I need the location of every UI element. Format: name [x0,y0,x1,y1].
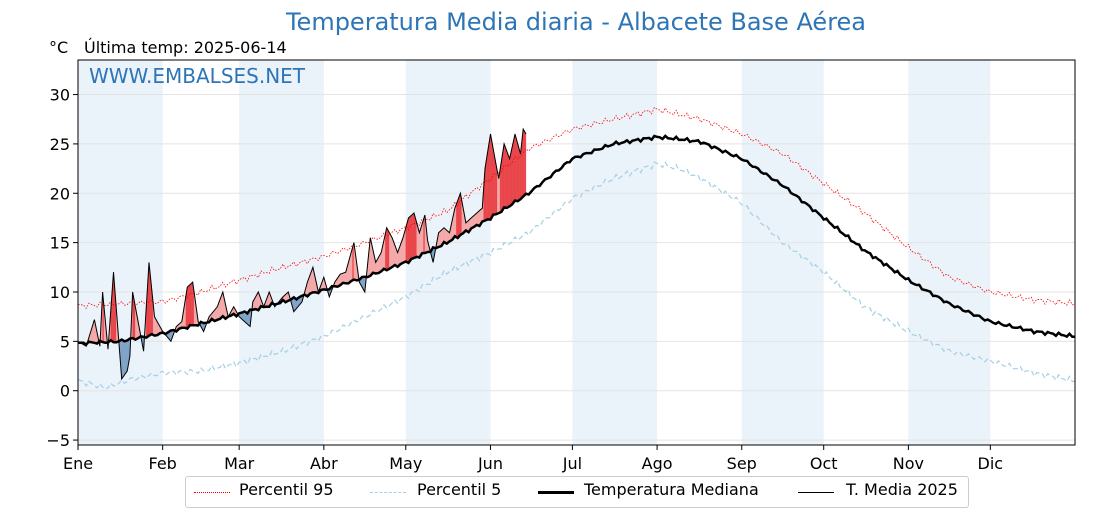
anomaly-fill [454,204,457,239]
anomaly-fill [493,148,495,217]
anomaly-fill [409,215,412,261]
last-temp-label: Última temp: 2025-06-14 [84,38,287,57]
anomaly-fill [516,138,518,202]
y-tick-label: 15 [50,234,70,253]
anomaly-fill [412,212,415,260]
anomaly-fill [189,283,192,327]
anomaly-fill [439,229,442,247]
y-tick-label: 25 [50,135,70,154]
anomaly-fill [514,133,517,203]
x-tick-label: Mar [224,454,255,473]
anomaly-fill [406,217,409,262]
anomaly-fill [423,214,426,255]
anomaly-fill [390,234,393,269]
anomaly-fill [122,340,125,378]
x-tick-label: Jul [562,454,582,473]
anomaly-fill [508,154,510,207]
anomaly-fill [510,146,513,206]
month-band [741,60,824,445]
series-percentil-95 [77,106,1076,310]
anomaly-fill [387,229,390,270]
anomaly-fill [125,339,128,374]
y-tick-label: 5 [60,332,70,351]
legend-current-label: T. Media 2025 [846,480,958,499]
x-tick-label: Ago [642,454,673,473]
month-band [572,60,658,445]
legend-p95-swatch [194,492,230,493]
series-percentil-5 [77,161,1075,390]
anomaly-fill [124,339,126,376]
anomaly-fill [386,227,389,270]
anomaly-fill [488,134,491,219]
y-unit-label: °C [49,38,69,57]
month-band [908,60,991,445]
anomaly-fill [524,130,527,197]
series-t-media-2025 [77,127,527,381]
anomaly-fill [408,216,411,262]
x-tick-label: Oct [810,454,838,473]
anomaly-fill [121,340,124,380]
legend-current-swatch [798,492,834,493]
anomaly-fill [513,134,516,204]
plot-frame [77,59,1076,446]
x-tick-label: Feb [149,454,177,473]
anomaly-fill [458,193,461,236]
anomaly-fill [389,232,391,269]
x-tick-label: Dic [978,454,1004,473]
y-tick-label: 10 [50,283,70,302]
anomaly-fill [506,151,509,208]
x-tick-label: May [389,454,422,473]
y-tick-label: 20 [50,184,70,203]
anomaly-fill [446,229,449,243]
anomaly-fill [413,212,416,259]
legend-median-label: Temperatura Mediana [584,480,759,499]
x-tick-label: Abr [310,454,338,473]
anomaly-fill [456,200,458,238]
anomaly-fill [411,213,413,260]
anomaly-fill [509,152,512,206]
y-tick-label: 30 [50,86,70,105]
anomaly-fill [491,141,494,218]
legend-median-swatch [538,491,574,494]
legend-p5-swatch [370,492,406,493]
anomaly-fill [187,285,189,328]
x-tick-label: Jun [477,454,503,473]
series-temperatura-mediana [78,134,1075,347]
legend: Percentil 95 Percentil 5 Temperatura Med… [185,476,969,508]
anomaly-fill [517,143,520,201]
x-tick-label: Sep [727,454,757,473]
anomaly-fill [503,143,506,210]
month-band [78,60,163,445]
anomaly-fill [523,128,525,198]
anomaly-fill [490,134,492,219]
anomaly-fill [445,228,447,244]
anomaly-fill [505,147,507,209]
month-band [239,60,324,445]
x-tick-label: Ene [63,454,93,473]
y-tick-label: 0 [60,382,70,401]
y-tick-label: −5 [46,431,70,450]
legend-p95-label: Percentil 95 [239,480,334,499]
chart-title: Temperatura Media diaria - Albacete Base… [285,8,867,36]
anomaly-fill [512,140,514,205]
anomaly-fill [188,284,191,327]
anomaly-fill [476,211,479,226]
x-tick-label: Nov [893,454,924,473]
anomaly-fill [191,281,193,327]
watermark-link[interactable]: WWW.EMBALSES.NET [89,64,306,88]
legend-p5-label: Percentil 5 [417,480,502,499]
anomaly-fill [478,210,480,226]
